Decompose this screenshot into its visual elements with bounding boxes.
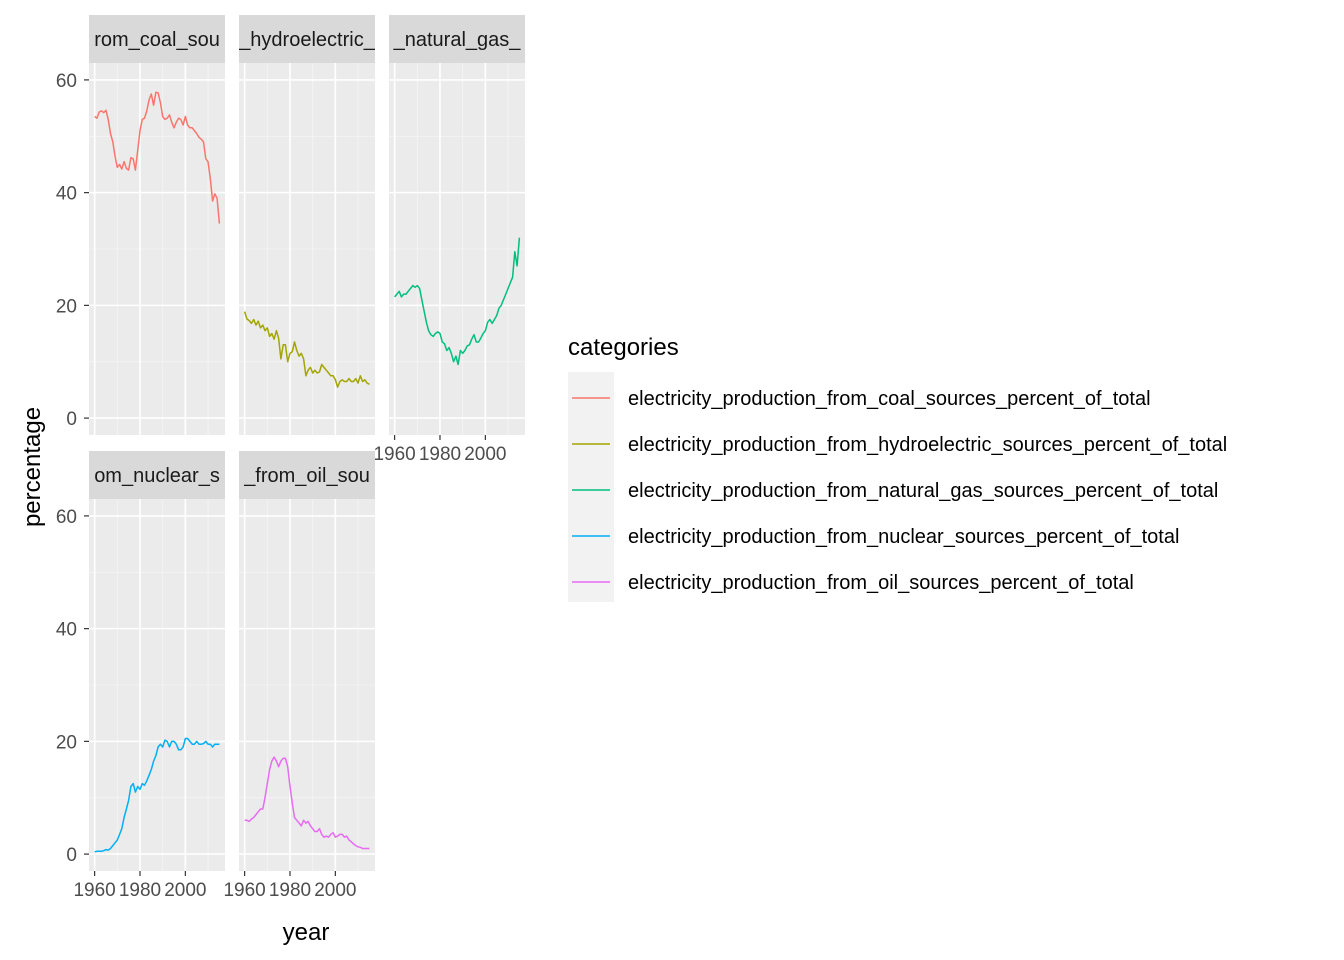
- y-tick-label: 40: [56, 620, 77, 641]
- facet-panel: om_nuclear_s 0 20 40 60 1960 1980 2000: [56, 451, 225, 901]
- y-tick-label: 40: [56, 184, 77, 205]
- y-tick-label: 20: [56, 296, 77, 317]
- legend: categories electricity_production_from_c…: [568, 334, 1227, 602]
- series-line: [243, 311, 370, 388]
- x-tick-label: 1960: [73, 880, 115, 901]
- facet-strip-label: _from_oil_sou: [243, 465, 370, 487]
- series-line: [94, 737, 220, 853]
- y-tick-label: 20: [56, 732, 77, 753]
- y-tick-label: 60: [56, 507, 77, 528]
- facet-strip: [389, 15, 525, 63]
- y-tick-label: 0: [66, 845, 77, 866]
- facet-panel: _hydroelectric_: [238, 15, 376, 435]
- x-tick-label: 2000: [314, 880, 356, 901]
- legend-title: categories: [568, 334, 679, 361]
- y-axis-title: percentage: [19, 407, 46, 527]
- facet-strip-label: _hydroelectric_: [238, 29, 376, 51]
- legend-key-background: [568, 372, 614, 602]
- facet-strip-label: om_nuclear_s: [94, 465, 220, 487]
- legend-label: electricity_production_from_coal_sources…: [628, 388, 1151, 410]
- legend-label: electricity_production_from_oil_sources_…: [628, 572, 1134, 594]
- facet-strip-label: rom_coal_sou: [94, 29, 220, 51]
- facet-panel: _from_oil_sou 1960 1980 2000: [223, 451, 375, 901]
- legend-label: electricity_production_from_nuclear_sour…: [628, 526, 1179, 548]
- facet-strip: [89, 15, 225, 63]
- facet-strip: [239, 15, 375, 63]
- series-line: [394, 237, 521, 366]
- x-axis-title: year: [283, 919, 330, 946]
- x-tick-label: 1960: [373, 444, 415, 465]
- x-tick-label: 1960: [223, 880, 265, 901]
- facet-strip: [89, 451, 225, 499]
- facet-panel: _natural_gas_ 1960 1980 2000: [373, 15, 525, 465]
- y-tick-label: 0: [66, 409, 77, 430]
- series-line: [94, 91, 221, 224]
- x-tick-label: 1980: [419, 444, 461, 465]
- y-tick-label: 60: [56, 71, 77, 92]
- x-tick-label: 2000: [164, 880, 206, 901]
- legend-label: electricity_production_from_natural_gas_…: [628, 480, 1218, 502]
- x-tick-label: 1980: [119, 880, 161, 901]
- series-line: [244, 756, 370, 850]
- x-tick-label: 1980: [269, 880, 311, 901]
- facet-panel: rom_coal_sou 0 20 40 60: [56, 15, 225, 435]
- facet-strip: [239, 451, 375, 499]
- facet-strip-label: _natural_gas_: [393, 29, 522, 51]
- legend-label: electricity_production_from_hydroelectri…: [628, 434, 1227, 456]
- legend-items: electricity_production_from_coal_sources…: [572, 388, 1227, 594]
- x-tick-label: 2000: [464, 444, 506, 465]
